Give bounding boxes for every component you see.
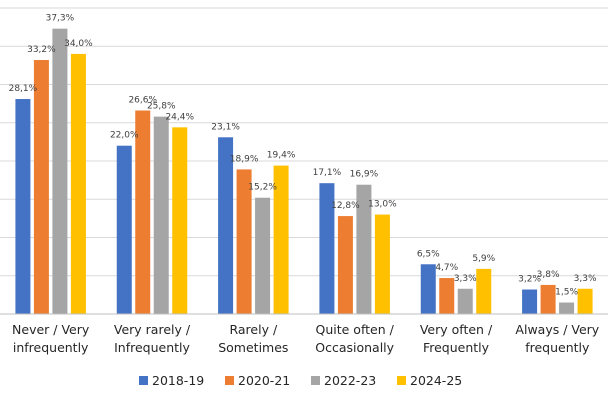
data-label: 3,3%: [574, 274, 597, 284]
data-label: 6,5%: [417, 249, 440, 259]
data-label: 17,1%: [313, 168, 342, 178]
data-label: 5,9%: [472, 254, 495, 264]
bar-2024-25-4: [476, 268, 492, 314]
category-label: frequently: [525, 340, 590, 355]
category-label: infrequently: [13, 340, 89, 355]
bar-2024-25-3: [374, 214, 390, 314]
data-label: 15,2%: [248, 183, 277, 193]
legend-swatch: [139, 376, 148, 385]
bar-2022-23-1: [153, 116, 169, 314]
bar-2018-19-2: [218, 137, 234, 314]
data-label: 19,4%: [267, 151, 296, 161]
bar-2022-23-0: [52, 28, 68, 315]
bar-2018-19-4: [420, 264, 436, 314]
category-label: Quite often /: [316, 322, 395, 337]
data-labels: 28,1% 33,2% 37,3% 34,0% 22,0% 26,6%25,8%24,4%…: [9, 14, 597, 298]
legend-swatch: [225, 376, 234, 385]
bar-2020-21-2: [236, 169, 252, 314]
legend: 2018-19 2020-21 2022-23 2024-25: [139, 373, 462, 388]
bar-2020-21-3: [337, 216, 353, 314]
data-label: 33,2%: [27, 45, 56, 55]
legend-label: 2024-25: [410, 373, 462, 388]
legend-label: 2020-21: [238, 373, 290, 388]
bar-2024-25-0: [70, 53, 86, 315]
data-label: 26,6%: [128, 96, 157, 106]
data-label: 1,5%: [555, 288, 578, 298]
data-label: 12,8%: [331, 201, 360, 211]
bar-2018-19-5: [522, 289, 538, 314]
category-label: Very rarely /: [114, 322, 191, 337]
data-label: 24,4%: [165, 112, 194, 122]
data-label: 4,7%: [435, 263, 458, 273]
data-label: 37,3%: [46, 14, 75, 24]
bar-2022-23-4: [457, 288, 473, 314]
category-label: Frequently: [423, 340, 490, 355]
bars: [15, 28, 593, 315]
category-label: Sometimes: [218, 340, 288, 355]
bar-2024-25-2: [273, 165, 289, 314]
legend-swatch: [311, 376, 320, 385]
data-label: 3,3%: [454, 274, 477, 284]
bar-2024-25-1: [172, 127, 188, 314]
bar-2018-19-1: [116, 145, 132, 314]
bar-2020-21-4: [439, 278, 455, 314]
category-label: Always / Very: [515, 322, 599, 337]
bar-2020-21-0: [33, 60, 49, 314]
bar-2024-25-5: [577, 288, 593, 314]
data-label: 3,8%: [537, 270, 560, 280]
gridlines: [0, 7, 608, 277]
data-label: 22,0%: [110, 131, 139, 141]
data-label: 3,2%: [518, 275, 541, 285]
category-label: Occasionally: [315, 340, 394, 355]
data-label: 13,0%: [368, 200, 397, 210]
category-label: Rarely /: [229, 322, 277, 337]
bar-2022-23-2: [255, 197, 271, 314]
category-label: Never / Very: [12, 322, 90, 337]
legend-swatch: [397, 376, 406, 385]
data-label: 34,0%: [64, 39, 93, 49]
legend-label: 2018-19: [152, 373, 204, 388]
data-label: 28,1%: [9, 84, 38, 94]
data-label: 18,9%: [230, 154, 259, 164]
category-labels: Never / Very infrequently Very rarely / Inf…: [12, 322, 600, 355]
data-label: 25,8%: [147, 102, 176, 112]
category-label: Infrequently: [114, 340, 190, 355]
data-label: 16,9%: [350, 170, 379, 180]
bar-2022-23-5: [559, 302, 575, 314]
bar-2020-21-5: [540, 284, 556, 314]
bar-2018-19-0: [15, 99, 31, 314]
category-label: Very often /: [420, 322, 493, 337]
data-label: 23,1%: [211, 122, 240, 132]
bar-2022-23-3: [356, 184, 372, 314]
bar-2020-21-1: [135, 110, 151, 314]
legend-label: 2022-23: [324, 373, 376, 388]
bar-2018-19-3: [319, 183, 335, 314]
